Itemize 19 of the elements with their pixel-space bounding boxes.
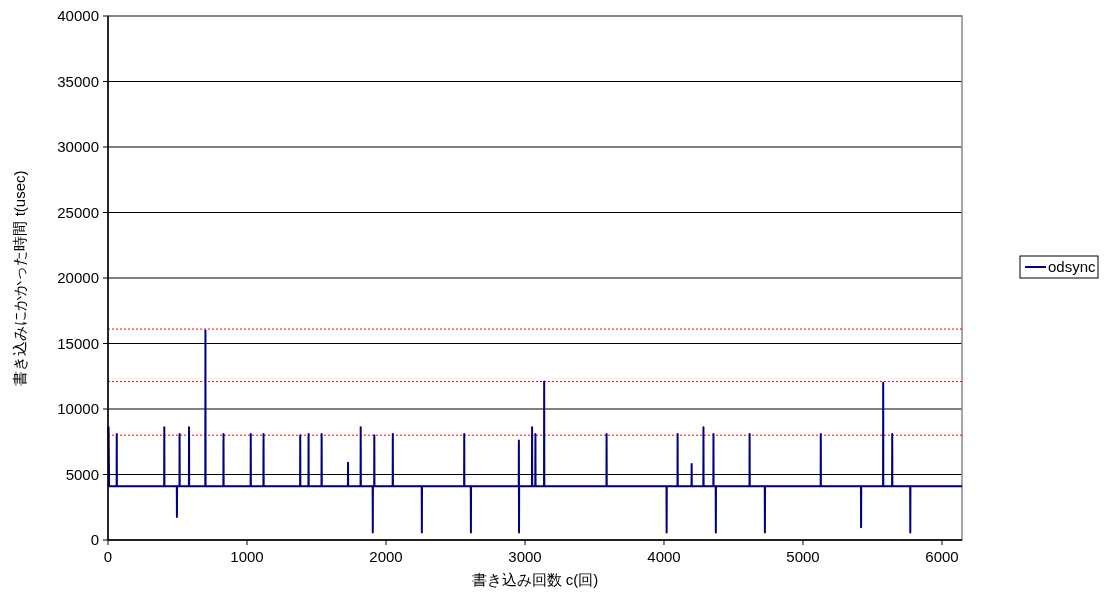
- y-tick-label: 10000: [57, 400, 99, 417]
- y-tick-label: 25000: [57, 203, 99, 221]
- x-tick-label: 4000: [647, 548, 681, 565]
- x-tick-label: 2000: [369, 548, 403, 565]
- x-tick-label: 6000: [925, 548, 959, 565]
- y-tick-label: 0: [90, 531, 99, 548]
- y-tick-label: 20000: [57, 269, 99, 286]
- x-axis-title: 書き込み回数 c(回): [471, 571, 599, 588]
- x-tick-label: 0: [103, 548, 113, 565]
- x-tick-label: 3000: [508, 548, 542, 565]
- y-tick-label: 15000: [57, 334, 99, 352]
- y-tick-label: 5000: [65, 465, 99, 483]
- x-tick-label: 1000: [230, 548, 264, 565]
- y-tick-label: 35000: [57, 72, 99, 90]
- legend-label: odsync: [1048, 258, 1097, 275]
- y-tick-label: 40000: [57, 7, 99, 24]
- y-tick-label: 30000: [57, 138, 99, 155]
- x-tick-label: 5000: [786, 548, 820, 565]
- y-axis-title: 書き込みにかかった時間 t(usec): [11, 170, 28, 386]
